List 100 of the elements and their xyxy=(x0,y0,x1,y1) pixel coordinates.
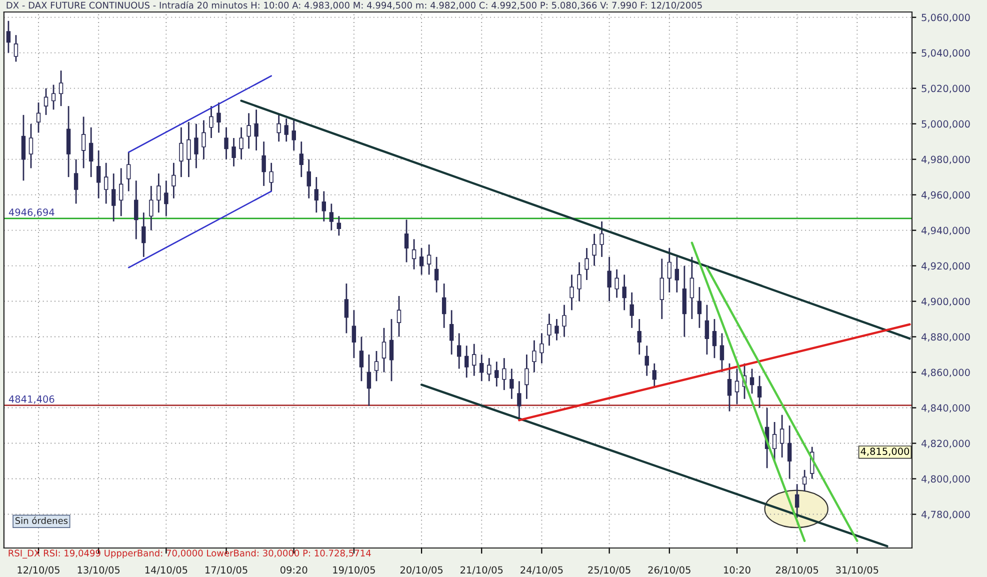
candlestick xyxy=(540,332,544,364)
candlestick xyxy=(344,282,349,334)
x-tick-label: 20/10/05 xyxy=(400,566,443,574)
candlestick xyxy=(592,233,596,266)
candlestick xyxy=(652,362,656,388)
y-tick-label: 4,820,000 xyxy=(921,440,970,448)
candlestick xyxy=(487,357,492,382)
x-tick-label: 10:20 xyxy=(724,566,750,574)
candlestick xyxy=(164,180,168,217)
candlestick xyxy=(660,258,664,320)
candlestick xyxy=(156,172,161,214)
x-tick-label: 12/10/05 xyxy=(18,566,60,574)
candlestick xyxy=(704,304,710,356)
candlestick xyxy=(644,344,649,377)
candlestick xyxy=(186,121,191,178)
candlestick xyxy=(329,202,334,231)
candlestick xyxy=(292,120,296,152)
candlestick xyxy=(88,126,94,178)
candlestick xyxy=(269,162,274,192)
candlestick xyxy=(532,340,536,373)
candlestick xyxy=(359,336,364,382)
candlestick xyxy=(352,309,356,359)
y-tick-label: 5,020,000 xyxy=(922,84,970,94)
candlestick xyxy=(577,262,582,302)
candlestick xyxy=(382,327,386,373)
candlestick xyxy=(44,88,48,116)
candlestick xyxy=(58,70,64,107)
candlestick xyxy=(772,421,777,462)
candlestick xyxy=(224,126,228,160)
y-tick-label: 5,000,000 xyxy=(922,120,970,129)
x-tick-label: 14/10/05 xyxy=(145,566,188,574)
candlestick xyxy=(194,123,198,169)
x-tick-label: 17/10/05 xyxy=(206,566,248,574)
candlestick xyxy=(510,368,514,400)
y-tick-label: 4,800,000 xyxy=(921,475,970,484)
y-tick-label: 4,840,000 xyxy=(921,404,970,413)
candlestick xyxy=(232,137,236,168)
candlestick xyxy=(96,150,101,200)
candlestick xyxy=(697,286,702,329)
candlestick xyxy=(202,120,206,160)
candlestick xyxy=(179,126,184,178)
candlestick xyxy=(570,274,574,311)
candlestick xyxy=(614,268,619,298)
x-tick-label: 26/10/05 xyxy=(648,566,690,574)
y-tick-label: 4,940,000 xyxy=(921,226,970,236)
candlestick xyxy=(111,172,116,222)
annotation: Sin órdenes xyxy=(15,516,68,524)
ref-line-label: 4841,406 xyxy=(8,395,54,404)
candlestick xyxy=(622,274,626,311)
candlestick xyxy=(246,112,251,150)
x-tick-label: 09:20 xyxy=(280,566,308,574)
y-tick-label: 5,040,000 xyxy=(922,49,970,58)
candlestick xyxy=(727,362,732,412)
candlestick xyxy=(396,295,402,338)
x-tick-label: 25/10/05 xyxy=(588,566,630,574)
candlestick xyxy=(502,357,506,391)
candlestick xyxy=(584,247,589,281)
y-tick-label: 4,860,000 xyxy=(921,368,970,378)
candlestick xyxy=(81,116,86,169)
x-tick-label: 13/10/05 xyxy=(78,566,120,574)
candlestick xyxy=(299,140,304,178)
candlestick xyxy=(720,332,724,373)
candlestick xyxy=(562,304,566,338)
candlestick xyxy=(667,247,672,294)
candlestick xyxy=(712,318,717,359)
candlestick xyxy=(389,318,394,382)
candlestick xyxy=(412,238,416,270)
candlestick xyxy=(442,282,446,329)
candlestick xyxy=(524,354,529,400)
candlestick xyxy=(374,350,379,382)
y-tick-label: 4,980,000 xyxy=(921,156,970,164)
candlestick xyxy=(28,123,34,169)
candlestick xyxy=(794,483,800,519)
candlestick xyxy=(434,256,439,294)
candlestick xyxy=(554,318,559,342)
candlestick xyxy=(630,292,634,329)
candlestick xyxy=(104,162,108,204)
candlestick xyxy=(750,368,754,394)
candlestick xyxy=(366,354,372,407)
candlestick xyxy=(126,152,131,192)
candlestick xyxy=(456,332,462,370)
candlestick xyxy=(607,256,612,302)
ref-line-label: 4946,694 xyxy=(8,208,54,217)
candlestick xyxy=(494,360,499,388)
candlestick xyxy=(600,220,604,258)
candlestick xyxy=(216,102,221,134)
candlestick xyxy=(134,180,138,240)
candlestick xyxy=(637,318,642,356)
candlestick xyxy=(322,190,326,222)
candlestick xyxy=(449,309,454,356)
candlestick xyxy=(336,215,342,236)
y-tick-label: 4,900,000 xyxy=(921,298,970,306)
candlestick xyxy=(276,114,281,142)
candlestick xyxy=(149,185,154,231)
candlestick xyxy=(787,424,792,480)
chart-title: DX - DAX FUTURE CONTINUOUS - Intradía 20 minutos H: 10:00 A: 4.983,000 M: 4.994,500 m: 4.982,000 C: 4.992,500 P: 5.080,366 V: 7.990 F: 12/10/2005 xyxy=(6,1,702,10)
candlestick xyxy=(142,212,146,258)
candlestick xyxy=(404,218,409,263)
candlestick xyxy=(734,368,740,405)
candlestick xyxy=(172,162,176,200)
